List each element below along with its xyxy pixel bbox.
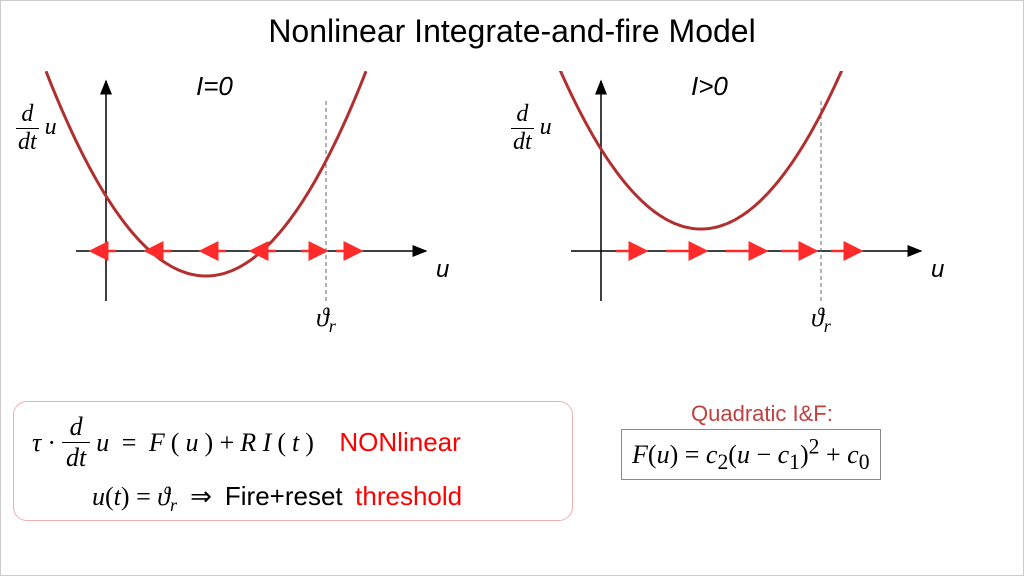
qif-equation: F(u) = c2(u − c1)2 + c0: [632, 440, 870, 469]
plot-right-theta: ϑr: [811, 303, 831, 337]
qif-title: Quadratic I&F:: [691, 401, 833, 427]
reset-equation: u(t) = ϑr ⇒ Fire+reset threshold: [32, 481, 554, 516]
plot-left-xlabel: u: [436, 256, 449, 284]
qif-equation-box: F(u) = c2(u − c1)2 + c0: [621, 429, 881, 480]
plot-left-svg: [16, 71, 466, 351]
main-equation: τ · ddt u = F(u) + R I(t) NONlinear: [32, 412, 554, 473]
plot-left-theta: ϑr: [316, 303, 336, 337]
plot-right-svg: [511, 71, 961, 351]
page-title: Nonlinear Integrate-and-fire Model: [1, 13, 1023, 50]
plot-right-xlabel: u: [931, 256, 944, 284]
threshold-label: threshold: [355, 481, 462, 511]
plot-right: ddt u I>0 u ϑr: [511, 71, 961, 351]
nonlinear-label: NONlinear: [339, 427, 460, 458]
plot-left: ddt u I=0 u ϑr: [16, 71, 466, 351]
equation-box: τ · ddt u = F(u) + R I(t) NONlinear u(t)…: [13, 401, 573, 521]
fire-reset-label: Fire+reset: [225, 481, 343, 511]
